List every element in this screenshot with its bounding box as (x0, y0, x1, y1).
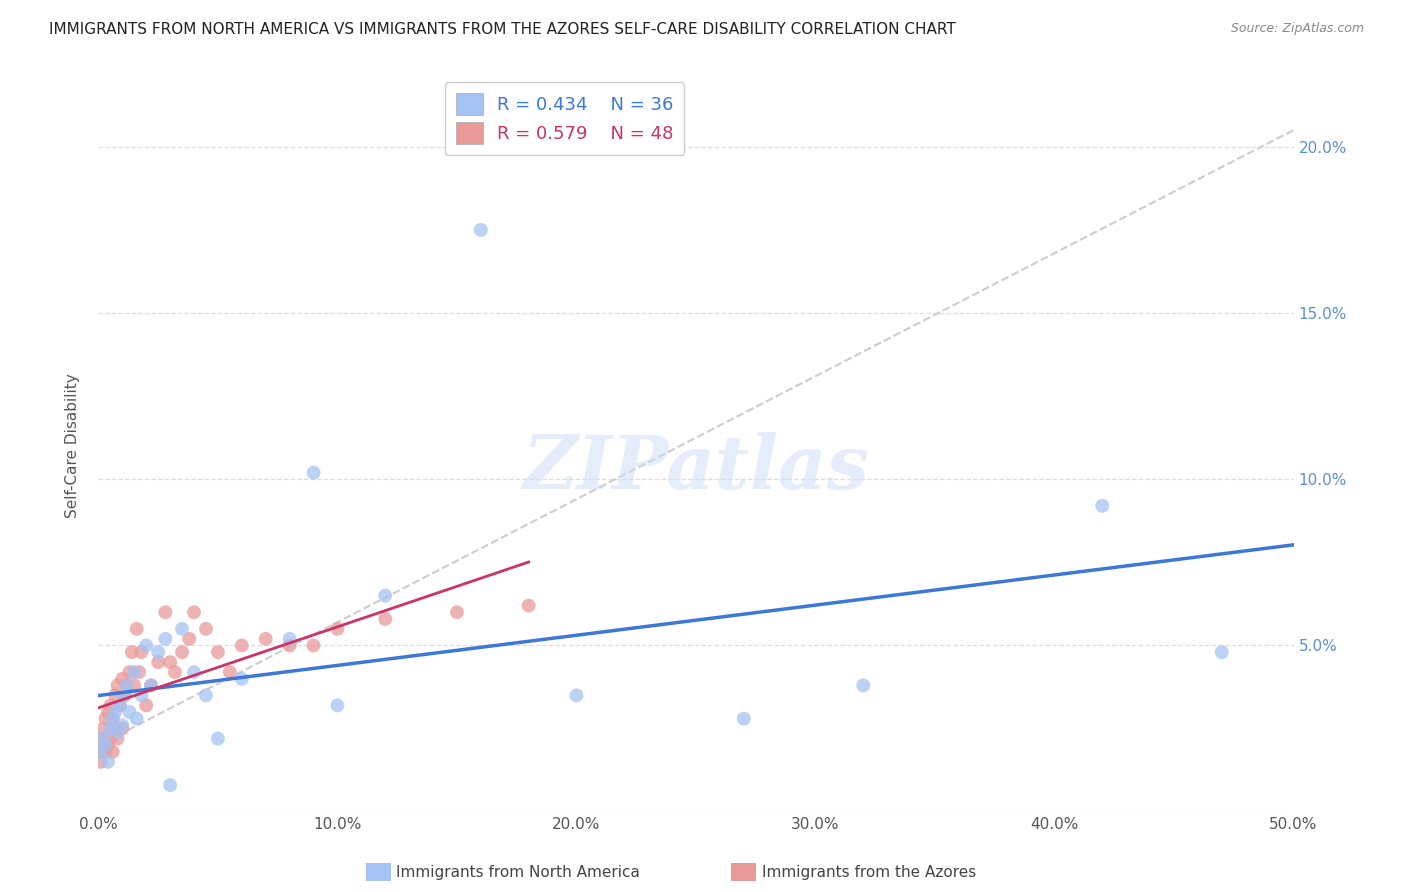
Point (446, 605, 468, 619)
Point (159, 655, 181, 669)
Point (101, 712, 124, 726)
Point (254, 632, 277, 646)
Point (231, 639, 253, 653)
Point (135, 639, 157, 653)
Point (131, 689, 153, 703)
Point (94, 712, 117, 726)
Point (118, 665, 141, 679)
Point (124, 678, 146, 692)
Point (159, 778, 181, 792)
Point (97, 705, 120, 719)
Point (101, 712, 124, 726)
Point (125, 712, 148, 726)
Point (90, 755, 112, 769)
Point (231, 672, 253, 686)
Point (135, 698, 157, 713)
Point (374, 589, 396, 603)
Point (207, 645, 229, 659)
Point (128, 665, 150, 679)
Point (91, 731, 114, 746)
Point (108, 698, 131, 713)
Point (107, 731, 129, 746)
Y-axis label: Self-Care Disability: Self-Care Disability (65, 374, 80, 518)
Point (155, 605, 177, 619)
Point (94, 738, 117, 752)
Point (302, 639, 325, 653)
Point (278, 632, 301, 646)
Point (302, 466, 325, 480)
Point (114, 689, 136, 703)
Point (104, 689, 127, 703)
Point (183, 605, 205, 619)
Point (118, 705, 141, 719)
Point (97, 738, 120, 752)
Point (107, 678, 129, 692)
Point (172, 645, 194, 659)
Text: ZIPatlas: ZIPatlas (523, 432, 869, 504)
Point (115, 678, 138, 692)
Point (374, 612, 396, 626)
Point (107, 725, 129, 739)
Point (148, 645, 170, 659)
Point (179, 632, 201, 646)
Point (470, 223, 492, 237)
Point (172, 622, 194, 636)
Point (183, 665, 205, 679)
Point (108, 698, 131, 713)
Point (326, 622, 349, 636)
Point (91, 738, 114, 752)
Point (98, 722, 122, 736)
Point (195, 689, 218, 703)
Point (131, 645, 153, 659)
Point (326, 698, 349, 713)
Point (139, 678, 162, 692)
Point (111, 722, 134, 736)
Legend: R = 0.434    N = 36, R = 0.579    N = 48: R = 0.434 N = 36, R = 0.579 N = 48 (444, 82, 685, 155)
Point (98, 698, 122, 713)
Point (278, 639, 301, 653)
Point (104, 705, 127, 719)
Point (1091, 499, 1114, 513)
Point (91, 722, 114, 736)
Point (115, 678, 138, 692)
Point (101, 745, 124, 759)
Point (163, 665, 186, 679)
Point (94, 745, 117, 759)
Point (91, 731, 114, 746)
Text: Source: ZipAtlas.com: Source: ZipAtlas.com (1230, 22, 1364, 36)
Point (125, 622, 148, 636)
Point (733, 712, 755, 726)
Point (139, 678, 162, 692)
Point (124, 665, 146, 679)
Point (1211, 645, 1233, 659)
Point (207, 731, 229, 746)
Point (111, 672, 134, 686)
Point (219, 665, 242, 679)
Point (97, 755, 120, 769)
Text: Immigrants from the Azores: Immigrants from the Azores (762, 865, 976, 880)
Point (155, 632, 177, 646)
Point (111, 718, 134, 732)
Point (148, 655, 170, 669)
Point (104, 722, 127, 736)
Point (90, 745, 112, 759)
Point (565, 689, 588, 703)
Point (852, 678, 875, 692)
Point (114, 689, 136, 703)
Text: IMMIGRANTS FROM NORTH AMERICA VS IMMIGRANTS FROM THE AZORES SELF-CARE DISABILITY: IMMIGRANTS FROM NORTH AMERICA VS IMMIGRA… (49, 22, 956, 37)
Point (517, 599, 540, 613)
Point (195, 622, 218, 636)
Text: Immigrants from North America: Immigrants from North America (396, 865, 640, 880)
Point (121, 645, 143, 659)
Point (90, 745, 112, 759)
Point (98, 731, 122, 746)
